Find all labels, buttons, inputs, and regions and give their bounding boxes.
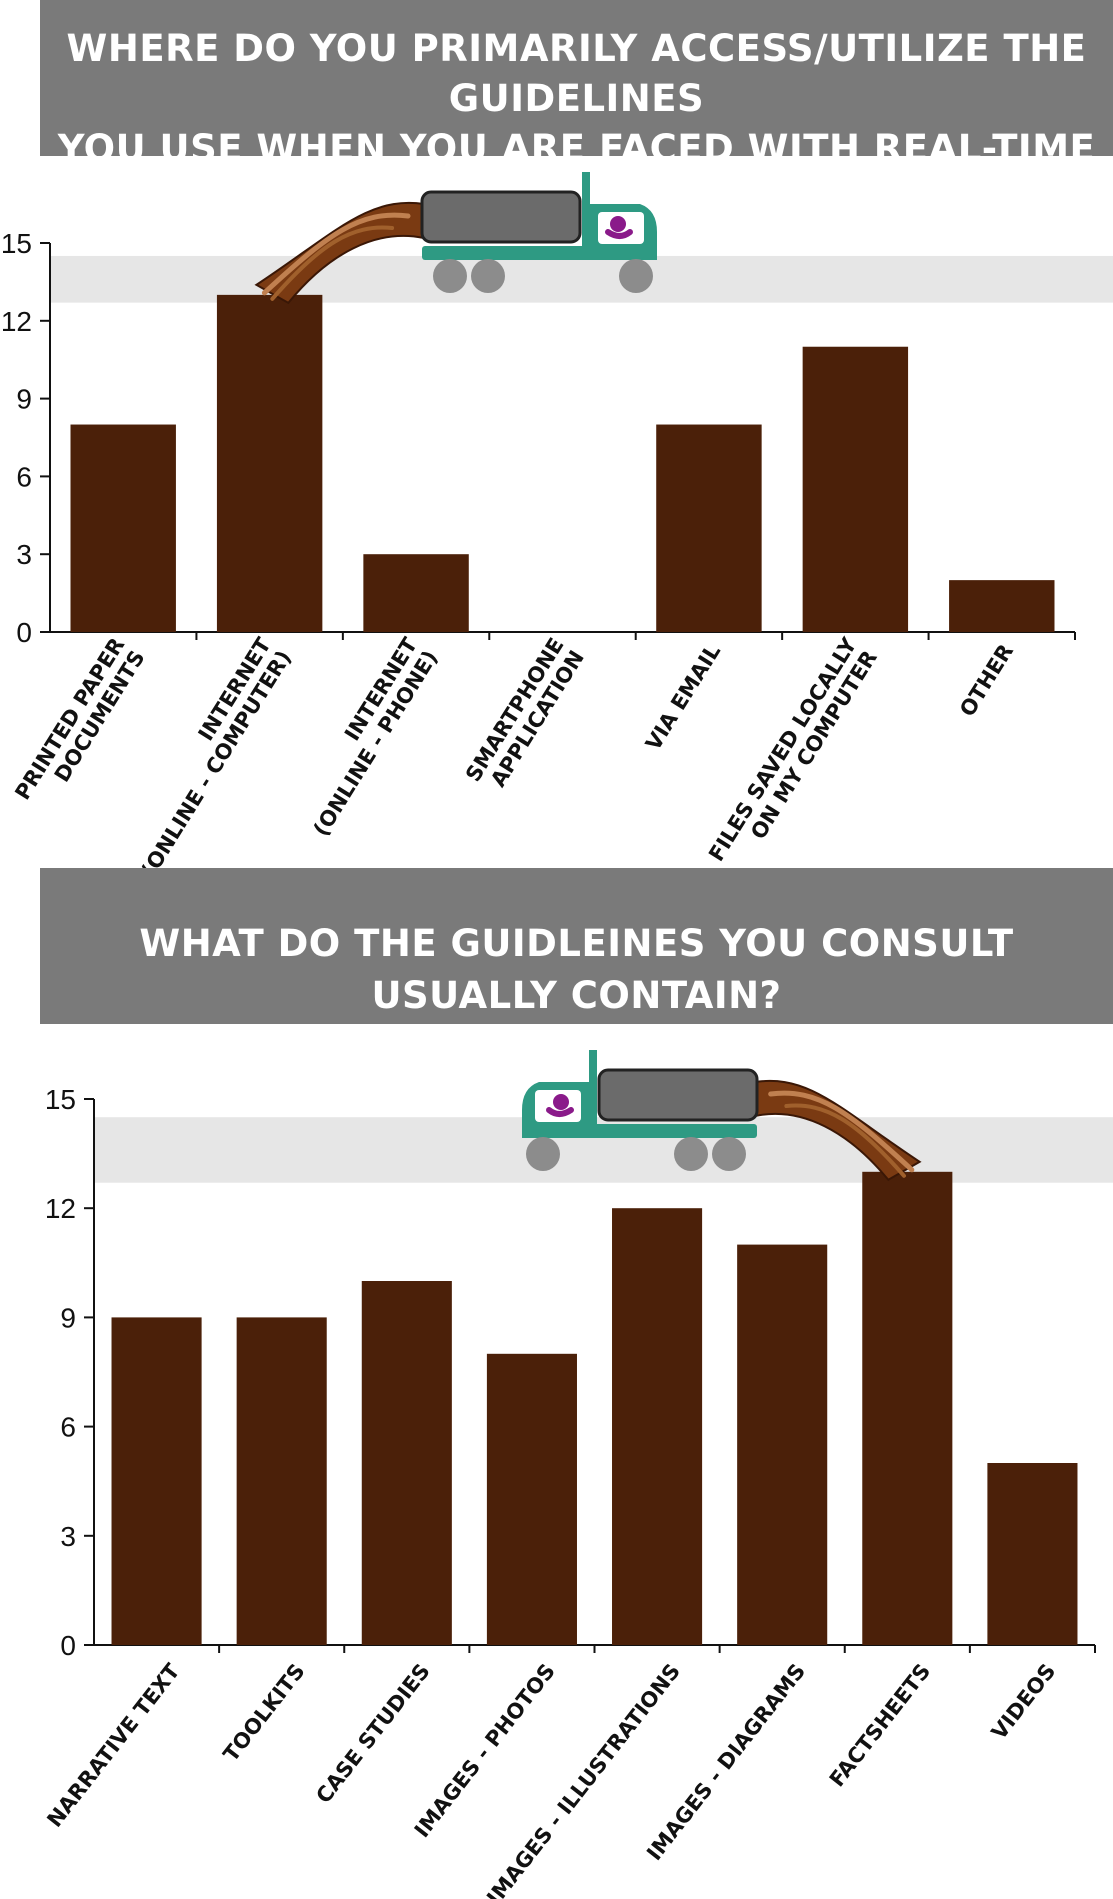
x-category-label-line: CASE STUDIES	[311, 1659, 434, 1807]
question-bottom-line-1: WHAT DO THE GUIDLEINES YOU CONSULT USUAL…	[139, 922, 1014, 1017]
bar-images-photos	[486, 1353, 577, 1645]
bar-other	[949, 580, 1055, 632]
spill-highlight	[270, 225, 395, 301]
bar-narrative-text	[111, 1317, 202, 1645]
bar-internet-online-phone	[363, 554, 469, 632]
bar-files-saved-locally-on-my-computer	[802, 346, 909, 632]
truck-wheel	[712, 1137, 746, 1171]
y-tick-label: 3	[16, 539, 32, 570]
x-category-label-line: NARRATIVE TEXT	[42, 1659, 184, 1832]
y-tick-label: 6	[60, 1412, 76, 1443]
bar-internet-online-computer	[216, 294, 323, 632]
y-tick-label: 12	[45, 1193, 76, 1224]
chocolate-spill-icon	[754, 1079, 922, 1182]
truck-wheel	[526, 1137, 560, 1171]
truck-driver-body	[605, 229, 633, 239]
spill-highlight	[768, 1090, 915, 1173]
bar-via-email	[656, 424, 762, 632]
bar-images-diagrams	[737, 1244, 828, 1645]
truck-icon	[420, 172, 657, 293]
y-tick-label: 15	[1, 228, 32, 259]
y-tick-label: 12	[1, 306, 32, 337]
truck-wheel	[433, 259, 467, 293]
y-tick-label: 0	[16, 617, 32, 648]
truck-driver-head	[610, 216, 626, 232]
spill-highlight	[784, 1103, 906, 1178]
x-category-label: TOOLKITS	[219, 1659, 310, 1766]
x-category-label-line: FACTSHEETS	[825, 1659, 936, 1791]
x-category-label: NARRATIVE TEXT	[42, 1659, 184, 1832]
x-category-label: CASE STUDIES	[311, 1659, 434, 1807]
y-tick-label: 9	[60, 1302, 76, 1333]
bar-images-illustrations	[612, 1208, 703, 1645]
y-tick-label: 0	[60, 1630, 76, 1661]
x-category-label-line: TOOLKITS	[219, 1659, 310, 1766]
bar-videos	[987, 1463, 1078, 1645]
bar-case-studies	[361, 1281, 452, 1645]
y-tick-label: 9	[16, 384, 32, 415]
y-tick-label: 15	[45, 1084, 76, 1115]
truck-wheel	[619, 259, 653, 293]
truck-wheel	[471, 259, 505, 293]
bar-printed-paper-documents	[70, 424, 176, 632]
x-category-label: IMAGES - PHOTOS	[410, 1659, 560, 1842]
spill-highlight	[261, 212, 411, 296]
x-category-label: FACTSHEETS	[825, 1659, 936, 1791]
truck-driver-head	[553, 1094, 569, 1110]
chocolate-spill-icon	[254, 201, 425, 305]
bar-factsheets	[862, 1171, 953, 1645]
truck-wheel	[674, 1137, 708, 1171]
question-banner-bottom: WHAT DO THE GUIDLEINES YOU CONSULT USUAL…	[40, 868, 1113, 1024]
truck-icon	[522, 1050, 759, 1171]
truck-driver-body	[546, 1107, 574, 1117]
question-top-line-1: WHERE DO YOU PRIMARILY ACCESS/UTILIZE TH…	[66, 27, 1087, 120]
y-tick-label: 3	[60, 1521, 76, 1552]
x-category-label-line: IMAGES - PHOTOS	[410, 1659, 560, 1842]
y-tick-label: 6	[16, 461, 32, 492]
truck-tank	[597, 1068, 759, 1122]
x-category-label-line: VIDEOS	[987, 1659, 1061, 1744]
x-category-label: VIDEOS	[987, 1659, 1061, 1744]
bar-toolkits	[236, 1317, 327, 1645]
truck-tank	[420, 190, 582, 244]
